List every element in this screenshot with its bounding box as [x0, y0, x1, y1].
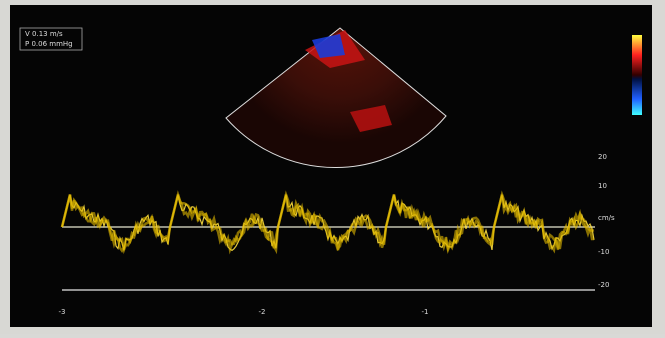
- scale-label: 10: [598, 182, 607, 190]
- time-label: -1: [422, 308, 429, 316]
- velocity: V 0.13 m/s: [25, 30, 63, 38]
- scale-label: -10: [598, 248, 609, 256]
- pressure: P 0.06 mmHg: [25, 40, 73, 48]
- scale-label: cm/s: [598, 214, 615, 222]
- color-bar: [632, 35, 642, 115]
- scale-label: 20: [598, 153, 607, 161]
- time-label: -2: [259, 308, 266, 316]
- page: V 0.13 m/s P 0.06 mmHg 20 10 cm/s -10 -2…: [0, 0, 665, 338]
- ultrasound-screen: V 0.13 m/s P 0.06 mmHg 20 10 cm/s -10 -2…: [0, 0, 665, 334]
- scale-label: -20: [598, 281, 609, 289]
- time-label: -3: [59, 308, 66, 316]
